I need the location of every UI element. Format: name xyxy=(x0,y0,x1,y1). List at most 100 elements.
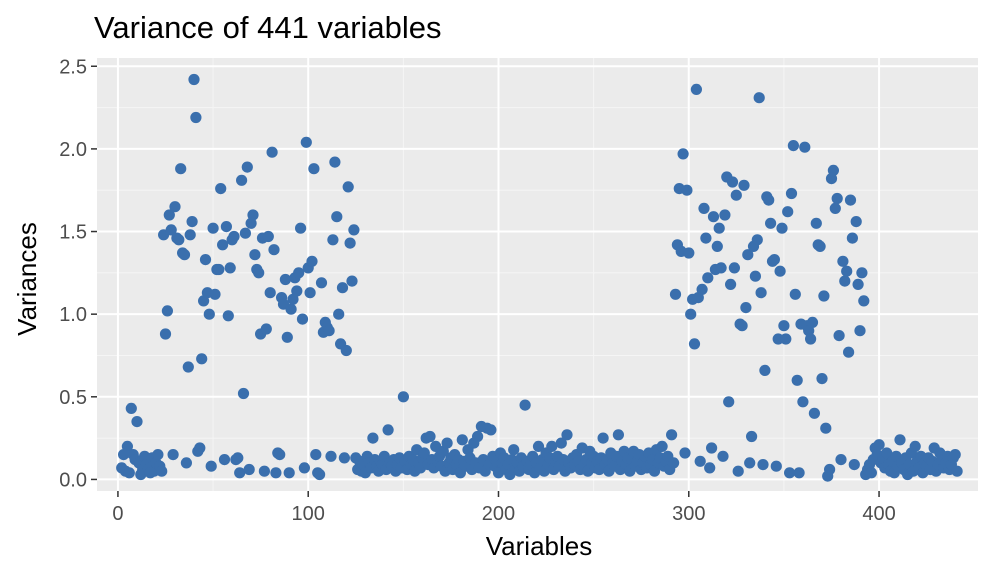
data-point xyxy=(485,424,497,436)
data-point xyxy=(858,295,870,307)
data-point xyxy=(178,249,191,261)
data-point xyxy=(173,234,185,246)
data-point xyxy=(679,447,691,459)
data-point xyxy=(694,455,706,467)
x-axis: 0 100 200 300 400 xyxy=(112,491,896,525)
data-point xyxy=(217,239,229,251)
data-point xyxy=(797,396,809,408)
data-point xyxy=(156,465,168,477)
data-point xyxy=(763,194,775,206)
data-point xyxy=(472,430,484,443)
data-point xyxy=(220,221,232,233)
data-point xyxy=(367,432,379,444)
data-point xyxy=(818,290,830,302)
x-axis-title: Variables xyxy=(486,531,592,561)
data-point xyxy=(182,361,194,373)
data-point xyxy=(152,449,164,461)
data-point xyxy=(751,234,763,246)
data-point xyxy=(730,189,742,201)
data-point xyxy=(881,447,893,459)
data-point xyxy=(243,463,255,476)
data-point xyxy=(207,222,219,234)
data-point xyxy=(805,333,817,345)
data-point xyxy=(456,434,468,446)
data-point xyxy=(717,450,729,462)
data-point xyxy=(285,303,297,315)
data-point xyxy=(203,308,215,320)
data-point xyxy=(824,463,836,476)
data-point xyxy=(846,232,859,244)
data-point xyxy=(740,302,752,314)
data-point xyxy=(951,465,963,477)
data-point xyxy=(816,373,828,385)
data-point xyxy=(820,422,832,434)
y-axis-title: Variances xyxy=(12,222,42,336)
x-tick-label: 300 xyxy=(672,503,705,525)
data-point xyxy=(829,202,841,214)
data-point xyxy=(736,320,748,332)
data-point xyxy=(262,230,274,243)
data-point xyxy=(700,232,712,244)
data-point xyxy=(850,216,862,228)
data-point xyxy=(266,146,278,158)
data-point xyxy=(755,287,767,299)
data-point xyxy=(810,217,822,229)
data-point xyxy=(382,424,394,436)
data-point xyxy=(909,440,921,452)
data-point xyxy=(785,187,798,200)
data-point xyxy=(749,270,762,282)
data-point xyxy=(753,92,765,104)
data-point xyxy=(188,73,200,86)
data-point xyxy=(719,209,731,221)
data-point xyxy=(688,338,701,350)
data-point xyxy=(123,467,135,479)
data-point xyxy=(344,237,356,249)
data-point xyxy=(814,240,826,252)
data-point xyxy=(793,467,805,479)
data-point xyxy=(681,184,693,196)
data-point xyxy=(186,216,198,228)
data-point xyxy=(279,273,291,286)
data-point xyxy=(757,459,769,471)
data-point xyxy=(837,255,849,267)
data-point xyxy=(873,439,885,451)
data-point xyxy=(222,310,234,322)
y-tick-label: 0.0 xyxy=(59,469,87,491)
data-point xyxy=(281,331,293,343)
data-point xyxy=(738,179,750,191)
data-point xyxy=(234,467,246,479)
data-point xyxy=(827,164,840,176)
data-point xyxy=(306,255,318,267)
y-axis: 0.0 0.5 1.0 1.5 2.0 2.5 xyxy=(59,56,97,491)
data-point xyxy=(744,457,756,469)
data-point xyxy=(348,224,360,236)
data-point xyxy=(293,267,305,279)
data-point xyxy=(746,430,758,443)
data-points xyxy=(116,73,963,482)
data-point xyxy=(121,440,133,452)
data-point xyxy=(742,249,754,261)
data-point xyxy=(224,262,236,274)
data-point xyxy=(268,244,280,256)
y-tick-label: 1.0 xyxy=(59,304,87,326)
minor-gridlines xyxy=(97,58,978,491)
data-point xyxy=(300,136,312,148)
data-point xyxy=(315,277,328,289)
data-point xyxy=(296,313,309,325)
data-point xyxy=(759,364,771,376)
data-point xyxy=(791,374,803,386)
data-point xyxy=(308,163,320,175)
data-point xyxy=(342,181,354,193)
data-point xyxy=(336,282,349,294)
data-point xyxy=(704,462,716,474)
data-point xyxy=(774,265,786,277)
data-point xyxy=(685,308,697,320)
data-point xyxy=(833,330,845,342)
data-point xyxy=(314,468,326,481)
data-point xyxy=(780,333,792,345)
data-point xyxy=(789,288,801,300)
data-point xyxy=(228,230,240,243)
data-point xyxy=(213,263,225,276)
data-point xyxy=(706,442,718,454)
